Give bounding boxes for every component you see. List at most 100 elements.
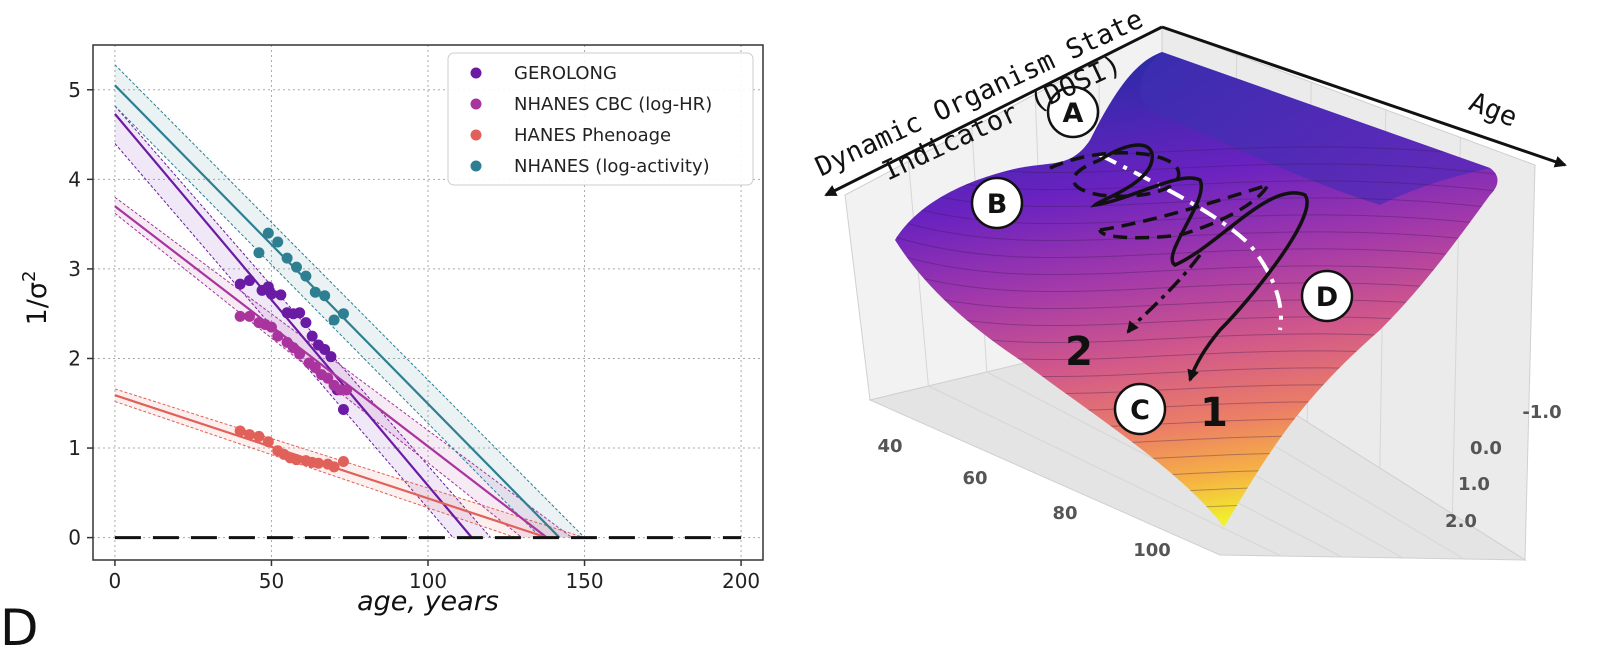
fit-line [114,205,548,539]
legend-label-hanes-phenoage: HANES Phenoage [514,125,671,146]
box-grid-line [907,161,929,387]
data-point [328,314,340,326]
surface-contour-line [895,282,1498,314]
dosi-tick-labels: -1.0 0.0 1.0 2.0 [1445,402,1562,532]
dashdot-path-2 [1126,253,1202,334]
trajectories [1049,143,1309,382]
age-tick-labels: 40 60 80 100 [877,436,1170,561]
legend-marker-gerolong [470,67,482,79]
data-point [275,289,287,301]
data-point [319,344,331,356]
x-tick-label: 200 [722,569,760,593]
legend-item-hanes-phenoage: HANES Phenoage [470,125,671,146]
confidence-bound-line [114,64,585,538]
x-tick-label: 100 [409,569,447,593]
legend-marker-nhanes-activity [470,160,482,172]
data-point [244,310,256,322]
surface-contour-line [895,214,1498,246]
data-point [341,384,353,396]
dashed-oscillation-loop-2 [1098,182,1272,240]
legend-label-nhanes-cbc: NHANES CBC (log-HR) [514,94,712,115]
legend-marker-hanes-phenoage [470,129,482,141]
data-point [265,288,277,300]
state-circle-d [1300,269,1354,323]
y-axis-label-base: 1/σ [22,282,53,325]
data-point [309,286,321,298]
data-point [300,270,312,282]
data-point [281,252,293,264]
data-point [309,361,321,373]
confidence-bands [114,64,585,539]
state-circle-b [970,176,1024,230]
y-ticks: 0 1 2 3 4 5 [68,78,93,550]
y-axis-label: 1/σ2 [19,271,53,326]
age-axis-label: Age [1465,87,1522,134]
legend-label-gerolong: GEROLONG [514,63,617,84]
path-number-2: 2 [1065,329,1093,375]
age-tick-label: 40 [877,436,902,457]
data-point [234,310,246,322]
data-point [294,307,306,319]
data-point [325,351,337,363]
fit-line [114,113,473,539]
dosi-tick-label: 1.0 [1458,474,1490,495]
state-label-a: A [1063,98,1084,129]
axis-arrows [824,25,1567,197]
solid-oscillation-path [1090,143,1309,382]
box-grid-line [928,385,1282,557]
legend-item-gerolong: GEROLONG [470,63,617,84]
surface-contour-line [895,231,1498,263]
data-point [253,430,265,442]
confidence-bound-line [114,143,454,538]
data-point [291,261,303,273]
y-tick-label: 4 [68,167,81,191]
data-point [244,429,256,441]
x-tick-label: 150 [565,569,603,593]
data-point [337,455,349,467]
state-marker-d: D [1300,269,1354,323]
data-point [294,348,306,360]
age-tick-label: 60 [962,468,987,489]
state-label-b: B [987,189,1008,220]
confidence-bound-line [114,105,542,538]
surface-contour-line [895,265,1498,297]
data-point [312,457,324,469]
confidence-bound-line [114,400,516,539]
state-label-d: D [1316,282,1338,313]
data-point [234,425,246,437]
legend-item-nhanes-activity: NHANES (log-activity) [470,156,710,177]
x-tick-label: 0 [109,569,122,593]
y-tick-label: 0 [68,526,81,550]
data-point [262,436,274,448]
surface-contour-line [895,180,1498,212]
legend: GEROLONG NHANES CBC (log-HR) HANES Pheno… [447,52,754,186]
age-axis-arrow [1161,25,1567,168]
data-point [272,236,284,248]
data-point [244,275,256,287]
dosi-tick-label: 0.0 [1470,438,1502,459]
data-point [337,308,349,320]
legend-box [447,52,754,186]
data-point [300,317,312,329]
x-tick-label: 50 [259,569,284,593]
legend-label-nhanes-activity: NHANES (log-activity) [514,156,710,177]
dosi-tick-label: 2.0 [1445,511,1477,532]
data-point [328,461,340,473]
mean-trajectory-white [1099,153,1283,331]
age-tick-label: 80 [1052,503,1077,524]
data-points [234,227,353,473]
data-point [306,330,318,342]
state-marker-b: B [970,176,1024,230]
data-point [291,454,303,466]
dosi-landscape-3d: A B C D 1 2 Dynamic Organism State Indic… [811,4,1567,561]
y-tick-label: 1 [68,436,81,460]
y-axis-label-superscript: 2 [19,271,40,282]
data-point [322,372,334,384]
x-ticks: 0 50 100 150 200 [109,560,760,593]
state-marker-a: A [1046,85,1100,139]
y-tick-label: 3 [68,257,81,281]
surface-ridge [1140,52,1490,205]
fit-lines [114,84,561,539]
data-point [234,278,246,290]
